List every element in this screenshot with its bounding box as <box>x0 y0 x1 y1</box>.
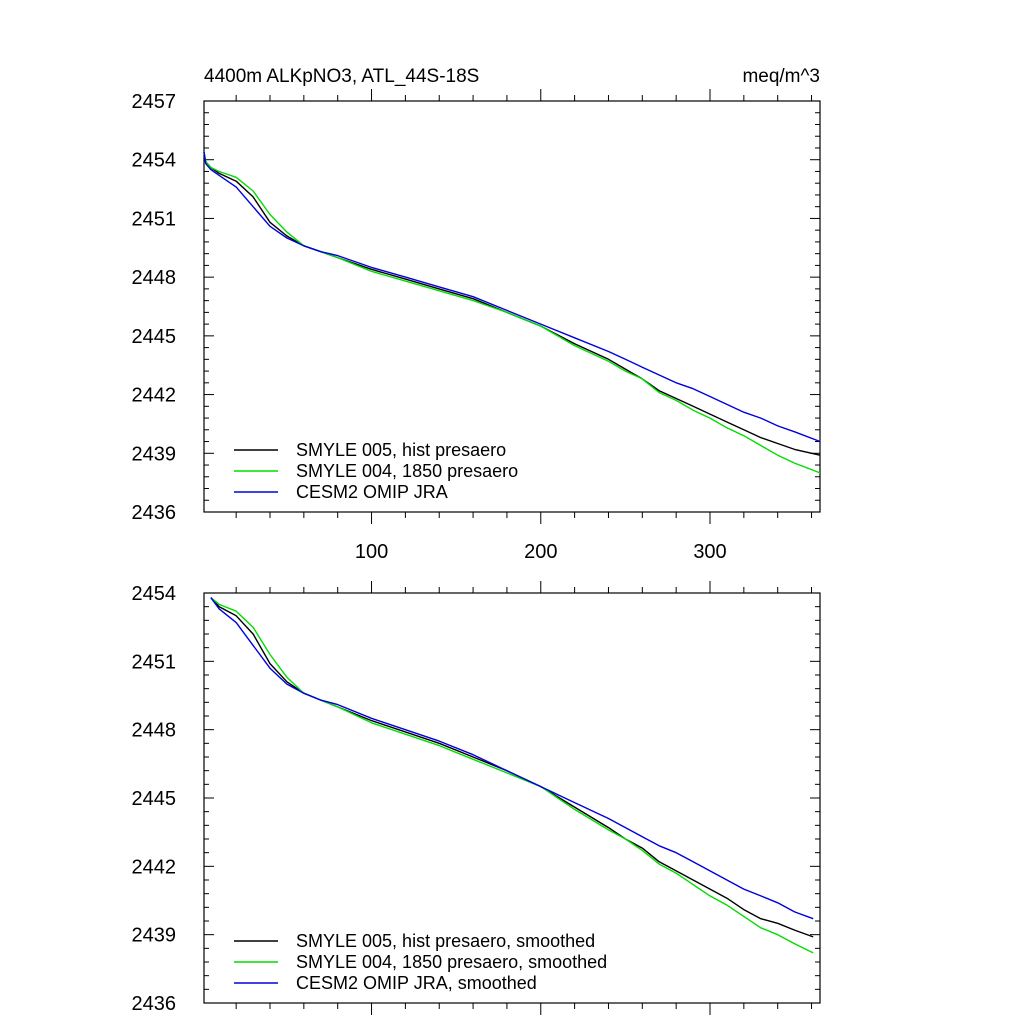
series-line <box>203 151 821 474</box>
x-tick-label: 200 <box>524 541 557 563</box>
legend-label: SMYLE 004, 1850 presaero <box>296 461 518 481</box>
series-line <box>203 151 821 443</box>
legend-label: CESM2 OMIP JRA <box>296 482 448 502</box>
units-label: meq/m^3 <box>742 66 820 87</box>
y-tick-label: 2436 <box>132 502 177 524</box>
series-line <box>210 597 814 954</box>
y-tick-label: 2448 <box>132 267 177 289</box>
legend-label: CESM2 OMIP JRA, smoothed <box>296 973 537 993</box>
series-line <box>210 597 814 938</box>
bottom-panel: 2436 2439 2442 2445 2448 2451 2454 SMYLE 005, h… <box>132 581 821 1015</box>
y-tick-label: 2442 <box>132 385 177 407</box>
x-tick-label: 100 <box>355 541 388 563</box>
legend-label: SMYLE 005, hist presaero, smoothed <box>296 931 595 951</box>
y-tick-label: 2454 <box>132 150 177 172</box>
y-tick-label: 2451 <box>132 651 177 673</box>
y-tick-label: 2445 <box>132 788 177 810</box>
x-tick-label: 300 <box>693 541 726 563</box>
y-tick-label: 2436 <box>132 993 177 1015</box>
y-tick-label: 2439 <box>132 925 177 947</box>
y-tick-label: 2454 <box>132 583 177 605</box>
y-tick-label: 2457 <box>132 91 177 113</box>
y-tick-label: 2439 <box>132 443 177 465</box>
y-tick-label: 2448 <box>132 720 177 742</box>
y-tick-label: 2445 <box>132 326 177 348</box>
series-line <box>203 151 821 456</box>
legend-label: SMYLE 005, hist presaero <box>296 440 506 460</box>
plot-frame <box>203 100 821 513</box>
figure-title: 4400m ALKpNO3, ATL_44S-18S <box>204 66 479 87</box>
y-tick-label: 2442 <box>132 856 177 878</box>
series-line <box>210 597 814 920</box>
top-panel: 2436 2439 2442 2445 2448 2451 2454 2457 100 200 30… <box>132 89 821 563</box>
legend-label: SMYLE 004, 1850 presaero, smoothed <box>296 952 607 972</box>
y-tick-label: 2451 <box>132 208 177 230</box>
